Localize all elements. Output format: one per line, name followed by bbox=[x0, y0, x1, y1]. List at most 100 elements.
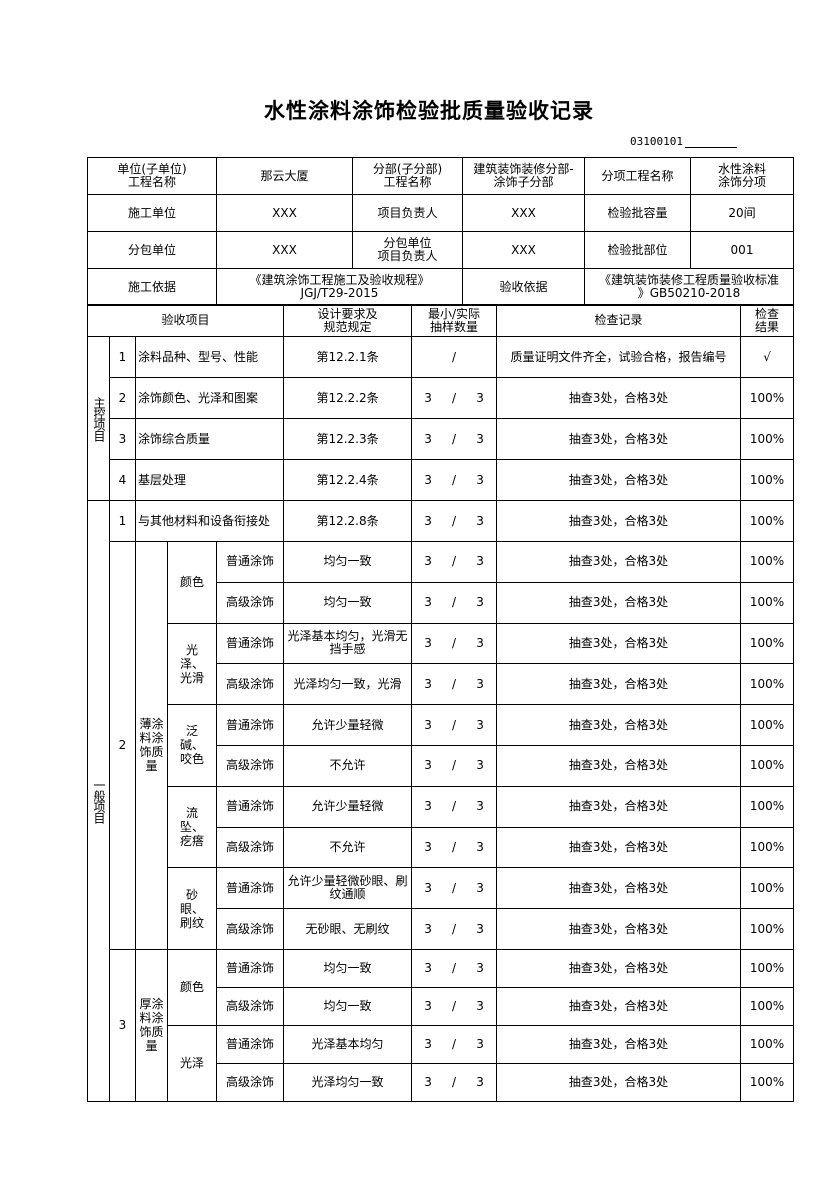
spec-cell: 第12.2.8条 bbox=[283, 500, 413, 542]
result-cell: 100% bbox=[740, 908, 795, 950]
record-cell: 抽查3处，合格3处 bbox=[496, 986, 742, 1026]
sample-actual: 3 bbox=[476, 758, 484, 773]
item-name: 与其他材料和设备衔接处 bbox=[134, 500, 285, 542]
table-row: 高级涂饰 无砂眼、无刷纹 3 / 3 抽查3处，合格3处 100% bbox=[88, 908, 795, 950]
grade-cell: 高级涂饰 bbox=[215, 986, 285, 1026]
grade-cell: 高级涂饰 bbox=[215, 826, 285, 869]
result-cell: 100% bbox=[740, 867, 795, 910]
result-cell: 100% bbox=[740, 622, 795, 665]
subgroup-name: 流坠、疙瘩 bbox=[167, 785, 217, 869]
sample-actual: 3 bbox=[476, 839, 484, 854]
info-value: 那云大厦 bbox=[216, 157, 353, 195]
acceptance-basis-value: 《建筑装饰装修工程质量验收标准 》GB50210-2018 bbox=[584, 268, 794, 306]
sample-actual: 3 bbox=[476, 717, 484, 732]
sample-count: 3 / 3 bbox=[411, 500, 498, 542]
subgroup-name-text: 光泽 bbox=[179, 1056, 204, 1071]
sample-count: 3 / 3 bbox=[411, 908, 498, 950]
info-label: 施工单位 bbox=[87, 194, 217, 232]
sample-actual: 3 bbox=[476, 1074, 484, 1089]
grade-cell: 高级涂饰 bbox=[215, 663, 285, 706]
record-cell: 抽查3处，合格3处 bbox=[496, 948, 742, 988]
table-row: 3 厚涂料涂饰质量 颜色 普通涂饰 均匀一致 3/3 抽查3处，合格3处 100% bbox=[88, 948, 795, 1102]
spec-cell: 光泽基本均匀 bbox=[283, 1024, 413, 1064]
result-cell: 100% bbox=[740, 986, 795, 1026]
sample-actual: 3 bbox=[476, 1036, 484, 1051]
sample-separator: / bbox=[452, 717, 457, 732]
record-cell: 抽查3处，合格3处 bbox=[496, 867, 742, 910]
sample-min: 3 bbox=[424, 1036, 432, 1051]
info-label: 分项工程名称 bbox=[584, 157, 691, 195]
spec-cell: 允许少量轻微 bbox=[283, 704, 413, 746]
subgroup-name: 砂眼、刷纹 bbox=[167, 867, 217, 950]
header-sample: 最小/实际 抽样数量 bbox=[411, 304, 498, 337]
result-cell: √ bbox=[740, 336, 795, 378]
sample-min: 3 bbox=[424, 880, 432, 895]
subgroup-name: 颜色 bbox=[167, 541, 217, 624]
sample-min: 3 bbox=[424, 554, 432, 569]
spec-cell: 均匀一致 bbox=[283, 986, 413, 1026]
record-cell: 抽查3处，合格3处 bbox=[496, 1062, 742, 1102]
spec-cell: 无砂眼、无刷纹 bbox=[283, 908, 413, 950]
result-cell: 100% bbox=[740, 663, 795, 706]
sample-actual: 3 bbox=[476, 676, 484, 691]
grade-cell: 高级涂饰 bbox=[215, 908, 285, 950]
sample-min: 3 bbox=[424, 513, 432, 528]
info-value: 20间 bbox=[690, 194, 794, 232]
sample-actual: 3 bbox=[476, 960, 484, 975]
subgroup-name-text: 颜色 bbox=[179, 980, 204, 995]
grade-cell: 普通涂饰 bbox=[215, 622, 285, 665]
header-record: 检查记录 bbox=[496, 304, 742, 337]
info-label: 检验批部位 bbox=[584, 231, 691, 269]
sample-min: 3 bbox=[424, 717, 432, 732]
table-row: 4 基层处理 第12.2.4条 3 / 3 抽查3处，合格3处 100% bbox=[88, 459, 795, 501]
subgroup-name-text: 砂眼、刷纹 bbox=[179, 887, 204, 930]
info-label: 项目负责人 bbox=[352, 194, 463, 232]
sample-separator: / bbox=[452, 595, 457, 610]
result-cell: 100% bbox=[740, 948, 795, 988]
item-number: 2 bbox=[109, 377, 136, 419]
info-value: XXX bbox=[216, 231, 353, 269]
general-section-label: 一般项目 bbox=[87, 500, 110, 1102]
sample-separator: / bbox=[452, 998, 457, 1013]
subgroup-name: 泛碱、咬色 bbox=[167, 704, 217, 787]
subgroup-name-text: 光泽、光滑 bbox=[179, 642, 204, 685]
sample-count: 3 / 3 bbox=[411, 704, 498, 746]
sample-separator: / bbox=[452, 513, 457, 528]
info-label: 分部(子分部) 工程名称 bbox=[352, 157, 463, 195]
record-cell: 抽查3处，合格3处 bbox=[496, 500, 742, 542]
sample-separator: / bbox=[452, 880, 457, 895]
item-number: 3 bbox=[109, 418, 136, 460]
sample-count: 3 / 3 bbox=[411, 418, 498, 460]
item-name: 基层处理 bbox=[134, 459, 285, 501]
group-name-text: 薄涂料涂饰质量 bbox=[139, 717, 164, 774]
spec-cell: 均匀一致 bbox=[283, 581, 413, 624]
table-row: 高级涂饰 均匀一致 3 / 3 抽查3处，合格3处 100% bbox=[88, 986, 795, 1026]
inspection-table: 验收项目 设计要求及 规范规定 最小/实际 抽样数量 检查记录 检查 结果 主控项目 1 涂料… bbox=[86, 304, 795, 1102]
record-cell: 抽查3处，合格3处 bbox=[496, 541, 742, 583]
spec-cell: 光泽均匀一致，光滑 bbox=[283, 663, 413, 706]
group-number: 3 bbox=[109, 948, 136, 1102]
record-cell: 抽查3处，合格3处 bbox=[496, 908, 742, 950]
table-row: 一般项目 1 与其他材料和设备衔接处 第12.2.8条 3/3 抽查3处，合格3处 100% bbox=[87, 500, 795, 1102]
sample-separator: / bbox=[452, 390, 457, 405]
spec-cell: 均匀一致 bbox=[283, 948, 413, 988]
subgroup-name: 颜色 bbox=[167, 948, 217, 1026]
record-cell: 抽查3处，合格3处 bbox=[496, 622, 742, 665]
sample-separator: / bbox=[452, 839, 457, 854]
sample-min: 3 bbox=[424, 921, 432, 936]
sample-count: 3 / 3 bbox=[411, 541, 498, 583]
info-row: 分包单位 XXX 分包单位 项目负责人 XXX 检验批部位 001 bbox=[87, 231, 794, 269]
spec-cell: 允许少量轻微砂眼、刷纹通顺 bbox=[283, 867, 413, 910]
info-label: 分包单位 项目负责人 bbox=[352, 231, 463, 269]
grade-cell: 普通涂饰 bbox=[215, 785, 285, 828]
record-cell: 抽查3处，合格3处 bbox=[496, 704, 742, 746]
record-cell: 抽查3处，合格3处 bbox=[496, 744, 742, 787]
sample-min: 3 bbox=[424, 1074, 432, 1089]
sample-min: 3 bbox=[424, 758, 432, 773]
info-value: XXX bbox=[216, 194, 353, 232]
grade-cell: 普通涂饰 bbox=[215, 1024, 285, 1064]
header-item: 验收项目 bbox=[86, 304, 285, 337]
info-value: 001 bbox=[690, 231, 794, 269]
header-result: 检查 结果 bbox=[740, 304, 795, 337]
